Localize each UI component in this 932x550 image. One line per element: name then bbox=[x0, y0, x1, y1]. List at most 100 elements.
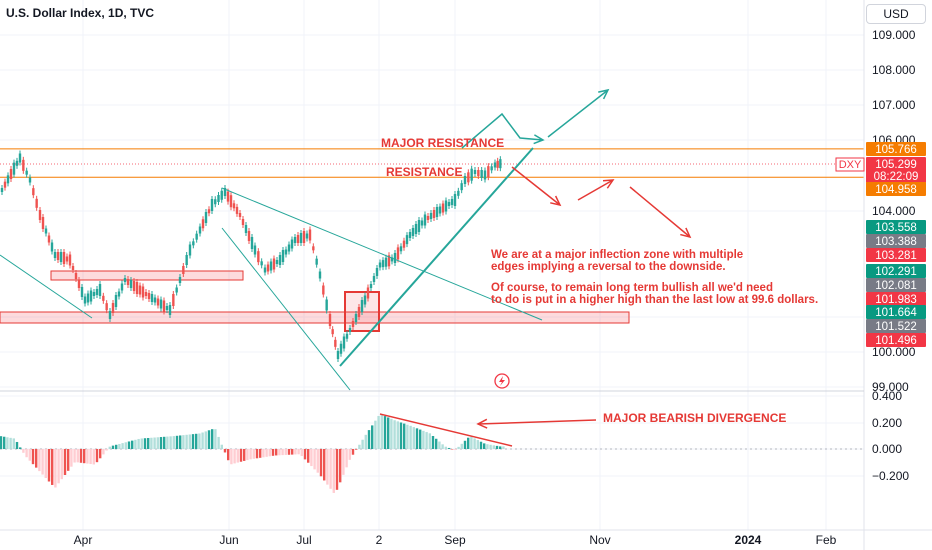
candle-body bbox=[473, 170, 477, 174]
candle-body bbox=[232, 203, 236, 209]
candle-body bbox=[192, 241, 195, 246]
histogram-bar bbox=[111, 445, 115, 449]
candle-body bbox=[195, 233, 198, 240]
histogram-bar bbox=[463, 440, 467, 449]
histogram-bar bbox=[364, 434, 367, 449]
histogram-bar bbox=[166, 436, 169, 449]
chart-title: U.S. Dollar Index, 1D, TVC bbox=[6, 6, 154, 20]
candle-body bbox=[470, 168, 473, 181]
histogram-bar bbox=[223, 449, 227, 453]
histogram-bar bbox=[284, 449, 287, 455]
bearish-arrow-3-head bbox=[680, 227, 692, 239]
trendline bbox=[0, 254, 93, 319]
price-label: 104.958 bbox=[875, 184, 917, 196]
candle-body bbox=[175, 287, 178, 293]
candle-body bbox=[460, 183, 463, 191]
histogram-bar bbox=[239, 449, 243, 462]
bearish-arrow-1-head bbox=[550, 195, 562, 207]
histogram-bar bbox=[390, 418, 393, 449]
price-label: 103.388 bbox=[875, 236, 917, 248]
candle-body bbox=[144, 292, 148, 296]
histogram-bar bbox=[28, 449, 31, 461]
bullish-arrow-2 bbox=[547, 89, 609, 138]
time-axis[interactable]: Apr Jun Jul 2 Sep Nov 2024 Feb bbox=[74, 533, 837, 547]
time-tick: 2024 bbox=[735, 533, 762, 547]
candle-body bbox=[290, 239, 294, 249]
bullish-arrow-2-head bbox=[598, 88, 610, 100]
bearish-arrow-2-head bbox=[602, 179, 615, 189]
histogram-bar bbox=[19, 447, 22, 449]
bullish-arrow-1-head bbox=[533, 134, 545, 145]
candle-body bbox=[336, 351, 340, 359]
candle-body bbox=[423, 214, 427, 226]
candle-body bbox=[266, 264, 270, 272]
price-label: 102.081 bbox=[875, 280, 917, 292]
histogram-bar bbox=[467, 437, 470, 449]
candle-body bbox=[490, 166, 493, 171]
histogram-bar bbox=[51, 449, 54, 485]
note-line-4: to do is put in a higher high than the l… bbox=[491, 294, 818, 306]
price-tick: 100.000 bbox=[872, 345, 916, 359]
price-tick: 104.000 bbox=[872, 204, 916, 218]
histogram-bar bbox=[153, 437, 156, 449]
histogram-bar bbox=[495, 445, 499, 449]
candle-body bbox=[496, 160, 499, 168]
price-label: 102.291 bbox=[875, 266, 917, 278]
currency-button[interactable]: USD bbox=[866, 4, 926, 24]
histogram-bar bbox=[211, 429, 214, 449]
candles bbox=[0, 150, 502, 362]
candle-body bbox=[9, 169, 13, 179]
price-label-bg bbox=[866, 305, 926, 319]
histogram-bar bbox=[435, 438, 438, 449]
histogram-bar bbox=[297, 449, 300, 455]
candle-body bbox=[3, 181, 7, 188]
candle-body bbox=[366, 287, 370, 299]
candle-body bbox=[250, 237, 254, 249]
candle-body bbox=[102, 295, 105, 301]
histogram-bar bbox=[310, 449, 313, 467]
candle-body bbox=[95, 289, 99, 295]
histogram-bar bbox=[479, 441, 483, 449]
histogram-bar bbox=[150, 437, 153, 449]
candle-body bbox=[375, 268, 379, 276]
histogram-bar bbox=[147, 437, 150, 449]
candle-body bbox=[53, 252, 57, 258]
histogram-bar bbox=[255, 449, 259, 459]
histogram-bar bbox=[367, 430, 371, 449]
histogram-bar bbox=[12, 438, 15, 449]
candle-body bbox=[138, 285, 142, 295]
candle-body bbox=[141, 286, 145, 298]
candle-body bbox=[0, 188, 4, 192]
candle-body bbox=[363, 295, 367, 305]
histogram-bar bbox=[182, 435, 185, 449]
histogram-bar bbox=[79, 449, 83, 463]
price-label: 08:22:09 bbox=[874, 171, 919, 183]
histogram-bar bbox=[271, 449, 275, 456]
lightning-icon[interactable] bbox=[494, 373, 510, 389]
major-resistance-label: MAJOR RESISTANCE bbox=[381, 136, 504, 150]
histogram-bar bbox=[355, 449, 358, 450]
histogram-bar bbox=[159, 437, 163, 449]
price-label-bg bbox=[866, 319, 926, 333]
candle-body bbox=[414, 224, 418, 234]
support-box-upper bbox=[50, 270, 244, 281]
histogram-bar bbox=[15, 441, 19, 449]
candle-body bbox=[453, 194, 457, 206]
candle-body bbox=[302, 231, 306, 243]
indicator-axis[interactable]: 0.400 0.200 0.000 −0.200 bbox=[872, 389, 909, 483]
histogram-bar bbox=[454, 449, 457, 450]
candle-body bbox=[235, 206, 239, 214]
histogram-bar bbox=[9, 437, 12, 449]
bearish-arrow-2 bbox=[577, 179, 614, 201]
candle-body bbox=[381, 260, 385, 268]
histogram-bar bbox=[332, 449, 335, 493]
candle-body bbox=[98, 284, 102, 296]
histogram-bar bbox=[473, 438, 476, 449]
candle-body bbox=[278, 255, 282, 265]
grid bbox=[0, 0, 864, 530]
histogram-bar bbox=[217, 436, 220, 449]
histogram-bar bbox=[54, 449, 57, 488]
candle-body bbox=[159, 299, 163, 309]
histogram-bar bbox=[329, 449, 332, 489]
